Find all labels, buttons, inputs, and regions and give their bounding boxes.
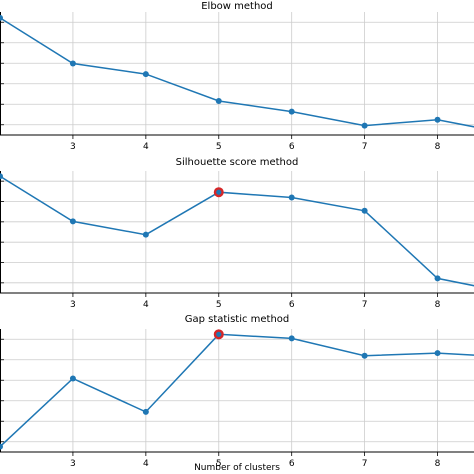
x-tick-label: 3 (70, 300, 76, 310)
x-tick-label: 5 (216, 459, 222, 469)
x-tick-label: 8 (435, 300, 441, 310)
series-line (0, 333, 474, 448)
x-tick-label: 8 (435, 142, 441, 152)
x-tick-label: 3 (70, 459, 76, 469)
x-tick-label: 5 (216, 300, 222, 310)
x-axis-label: Number of clusters (194, 463, 280, 473)
data-point (434, 116, 441, 123)
panel-1: Elbow method 3 4 5 6 7 8 (0, 1, 474, 152)
x-tick-label: 4 (143, 459, 149, 469)
x-tick-label: 4 (143, 300, 149, 310)
data-point (434, 275, 441, 282)
data-point (288, 194, 295, 201)
data-point (0, 443, 3, 450)
data-point (69, 60, 76, 67)
x-tick-label: 7 (362, 142, 368, 152)
x-tick-label: 4 (143, 142, 149, 152)
panel-2: Silhouette score method 3 4 5 6 7 8 (0, 157, 474, 310)
data-point (142, 71, 149, 78)
x-tick-label: 3 (70, 142, 76, 152)
series-line (0, 17, 474, 128)
x-tick-label: 8 (435, 459, 441, 469)
data-point (361, 122, 368, 129)
data-point (142, 408, 149, 415)
x-tick-label: 6 (289, 459, 295, 469)
panel-title: Elbow method (201, 1, 273, 12)
panel-title: Silhouette score method (176, 157, 299, 168)
panel-3: Gap statistic method 3 4 5 6 7 8 (0, 314, 474, 469)
x-tick-label: 6 (289, 300, 295, 310)
data-point (288, 335, 295, 342)
data-point (288, 108, 295, 115)
data-point (142, 231, 149, 238)
data-point (434, 350, 441, 357)
data-point (216, 331, 222, 337)
data-point (69, 218, 76, 225)
data-point (69, 375, 76, 382)
data-point (215, 98, 222, 105)
panel-title: Gap statistic method (185, 314, 290, 325)
x-tick-label: 7 (362, 459, 368, 469)
data-point (361, 352, 368, 359)
data-point (361, 207, 368, 214)
x-tick-label: 6 (289, 142, 295, 152)
data-point (216, 189, 222, 195)
x-tick-label: 7 (362, 300, 368, 310)
series-line (0, 175, 474, 287)
data-point (0, 14, 3, 21)
data-point (0, 173, 3, 180)
x-tick-label: 5 (216, 142, 222, 152)
